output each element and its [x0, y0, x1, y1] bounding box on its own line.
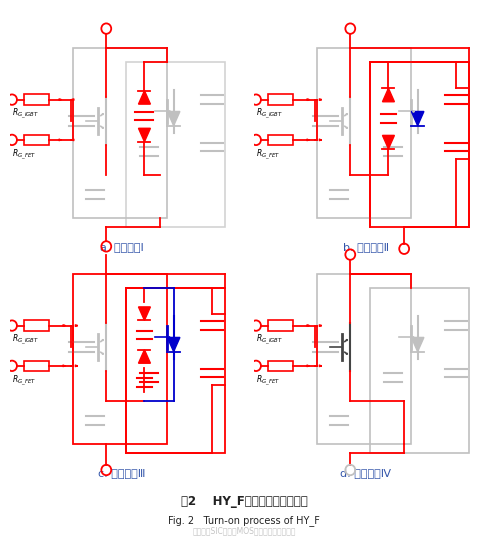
Polygon shape	[167, 337, 180, 352]
Bar	[317, 273, 411, 444]
Text: $R_{G\_IGBT}$: $R_{G\_IGBT}$	[256, 333, 283, 348]
Text: $R_{G\_FET}$: $R_{G\_FET}$	[12, 373, 36, 387]
Text: b. 开通过程Ⅱ: b. 开通过程Ⅱ	[343, 242, 389, 252]
Polygon shape	[139, 307, 150, 321]
Text: 图2    HY_F开通过程的电路模态: 图2 HY_F开通过程的电路模态	[181, 495, 307, 508]
Bar	[370, 62, 469, 228]
Text: $R_{G\_FET}$: $R_{G\_FET}$	[256, 147, 280, 161]
Bar	[73, 47, 167, 218]
Text: Fig. 2   Turn-on process of HY_F: Fig. 2 Turn-on process of HY_F	[168, 515, 320, 526]
Bar	[268, 320, 293, 331]
Bar	[24, 94, 49, 105]
Bar	[24, 320, 49, 331]
Text: 公众号：SIC碳化硅MOS管及功率模块的应用: 公众号：SIC碳化硅MOS管及功率模块的应用	[192, 526, 296, 535]
Bar	[126, 288, 225, 454]
Bar	[24, 134, 49, 145]
Polygon shape	[411, 337, 424, 352]
Polygon shape	[139, 90, 150, 104]
Text: $R_{G\_IGBT}$: $R_{G\_IGBT}$	[12, 333, 39, 348]
Text: a. 开通过程Ⅰ: a. 开通过程Ⅰ	[100, 242, 144, 252]
Text: $R_{G\_IGBT}$: $R_{G\_IGBT}$	[12, 107, 39, 122]
Polygon shape	[167, 111, 180, 126]
Polygon shape	[139, 350, 150, 363]
Text: c. 开通过程Ⅲ: c. 开通过程Ⅲ	[98, 468, 146, 478]
Text: $R_{G\_IGBT}$: $R_{G\_IGBT}$	[256, 107, 283, 122]
Polygon shape	[139, 128, 150, 142]
Text: d. 开通过程Ⅳ: d. 开通过程Ⅳ	[341, 468, 391, 478]
Text: $R_{G\_FET}$: $R_{G\_FET}$	[12, 147, 36, 161]
Bar	[126, 62, 225, 228]
Polygon shape	[411, 111, 424, 126]
Bar	[370, 288, 469, 454]
Bar	[317, 47, 411, 218]
Bar	[268, 360, 293, 371]
Bar	[268, 94, 293, 105]
Polygon shape	[383, 136, 394, 149]
Bar	[24, 360, 49, 371]
Bar	[73, 273, 167, 444]
Bar	[268, 134, 293, 145]
Text: $R_{G\_FET}$: $R_{G\_FET}$	[256, 373, 280, 387]
Polygon shape	[383, 88, 394, 102]
